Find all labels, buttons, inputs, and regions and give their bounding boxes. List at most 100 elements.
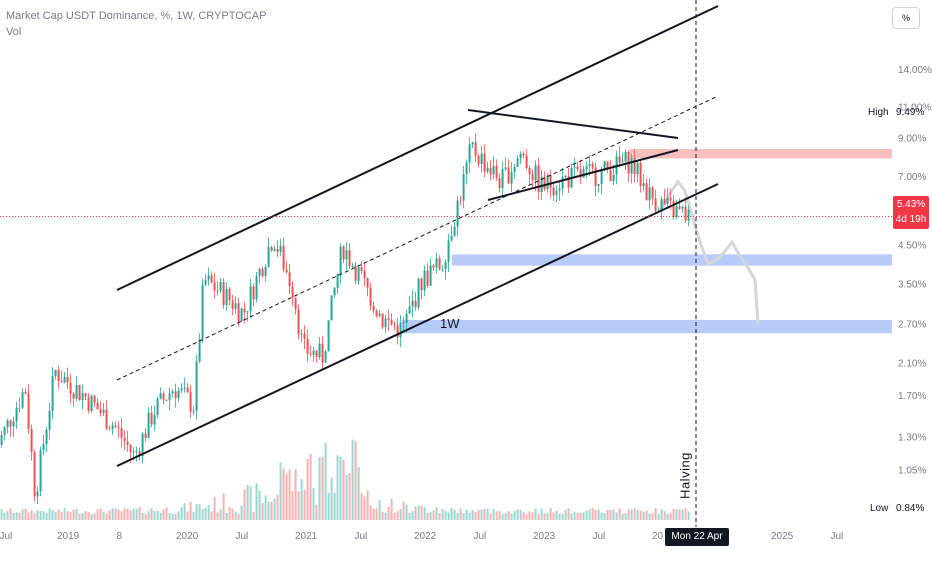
candle-body — [561, 176, 564, 189]
price-chart[interactable]: 14.00% 11.00% 9.00% 7.00% 4.50% 3.50% 2.70% 2.1… — [0, 0, 932, 550]
candle-body — [393, 324, 396, 326]
volume-bar — [198, 503, 201, 520]
volume-bar — [372, 508, 375, 520]
time-tick-label: Jul — [831, 531, 844, 542]
time-tick-label: Jul — [236, 531, 249, 542]
candle-body — [498, 178, 501, 188]
volume-bar — [363, 496, 366, 520]
volume-bar — [333, 492, 336, 520]
time-tick-label: 2019 — [57, 531, 80, 542]
candle-body — [450, 235, 453, 241]
candle-body — [105, 409, 108, 429]
candle-body — [576, 166, 579, 170]
volume-bar — [504, 513, 507, 520]
candle-body — [108, 428, 111, 430]
candle-body — [486, 167, 489, 172]
candle-body — [42, 443, 45, 451]
volume-bar — [627, 509, 630, 520]
candle-body — [120, 428, 123, 438]
volume-bar — [87, 512, 90, 520]
volume-bar — [513, 510, 516, 520]
volume-bar — [429, 512, 432, 520]
percent-scale-button[interactable]: % — [892, 7, 920, 29]
candle-body — [405, 313, 408, 323]
volume-bar — [6, 511, 9, 520]
candle-body — [534, 165, 537, 181]
volume-bar — [327, 492, 330, 520]
volume-bar — [270, 502, 273, 520]
candle-body — [315, 350, 318, 357]
volume-bar — [420, 505, 423, 520]
candle-body — [342, 246, 345, 260]
candle-body — [621, 161, 624, 163]
volume-bar — [378, 500, 381, 520]
candle-body — [216, 290, 219, 292]
volume-bar — [489, 513, 492, 520]
volume-bar — [474, 512, 477, 520]
volume-bar — [300, 479, 303, 520]
volume-bar — [60, 511, 63, 520]
candle-body — [249, 286, 252, 312]
volume-bar — [600, 512, 603, 520]
volume-bar — [630, 509, 633, 520]
candle-body — [165, 399, 168, 401]
candle-body — [438, 258, 441, 270]
volume-bar — [132, 508, 135, 520]
volume-bar — [462, 513, 465, 520]
candle-body — [48, 410, 51, 430]
price-tick-label: 1.30% — [898, 432, 926, 443]
candle-body — [390, 319, 393, 325]
time-tick-label: 2020 — [176, 531, 199, 542]
volume-bar — [666, 513, 669, 520]
volume-bar — [324, 442, 327, 520]
candle-body — [513, 166, 516, 172]
candle-body — [672, 200, 675, 217]
volume-bar — [396, 511, 399, 520]
volume-bar — [336, 455, 339, 520]
volume-bar — [360, 492, 363, 520]
volume-bar — [624, 513, 627, 520]
candle-body — [243, 308, 246, 313]
volume-bar — [231, 508, 234, 520]
volume-bar — [78, 513, 81, 520]
candle-body — [684, 207, 687, 221]
candle-body — [468, 144, 471, 163]
volume-bar — [645, 510, 648, 520]
volume-bar — [51, 510, 54, 520]
volume-bar — [471, 510, 474, 520]
volume-bar — [534, 508, 537, 520]
candle-body — [585, 166, 588, 170]
candle-body — [339, 246, 342, 274]
candle-body — [291, 286, 294, 298]
candle-body — [375, 310, 378, 317]
candle-body — [153, 414, 156, 425]
candle-body — [30, 428, 33, 453]
indicator-label[interactable]: Vol — [6, 26, 22, 38]
volume-bar — [264, 495, 267, 520]
volume-bar — [441, 509, 444, 520]
candle-body — [141, 433, 144, 456]
volume-bar — [162, 509, 165, 520]
volume-bar — [654, 508, 657, 520]
volume-bar — [456, 512, 459, 520]
volume-bar — [681, 509, 684, 520]
candle-body — [465, 162, 468, 175]
volume-bar — [99, 508, 102, 520]
triangle-lower-line — [487, 149, 679, 201]
volume-bar — [477, 509, 480, 520]
candle-body — [447, 240, 450, 263]
volume-bar — [24, 508, 27, 520]
candle-body — [174, 391, 177, 399]
volume-bar — [426, 512, 429, 520]
time-tick-label: Jul — [474, 531, 487, 542]
volume-bar — [195, 504, 198, 520]
volume-bar — [552, 512, 555, 520]
volume-bar — [315, 504, 318, 520]
candle-body — [81, 393, 84, 400]
candle-body — [6, 420, 9, 428]
candle-body — [180, 388, 183, 391]
candle-body — [333, 287, 336, 296]
volume-bar — [432, 510, 435, 520]
candle-body — [603, 161, 606, 170]
